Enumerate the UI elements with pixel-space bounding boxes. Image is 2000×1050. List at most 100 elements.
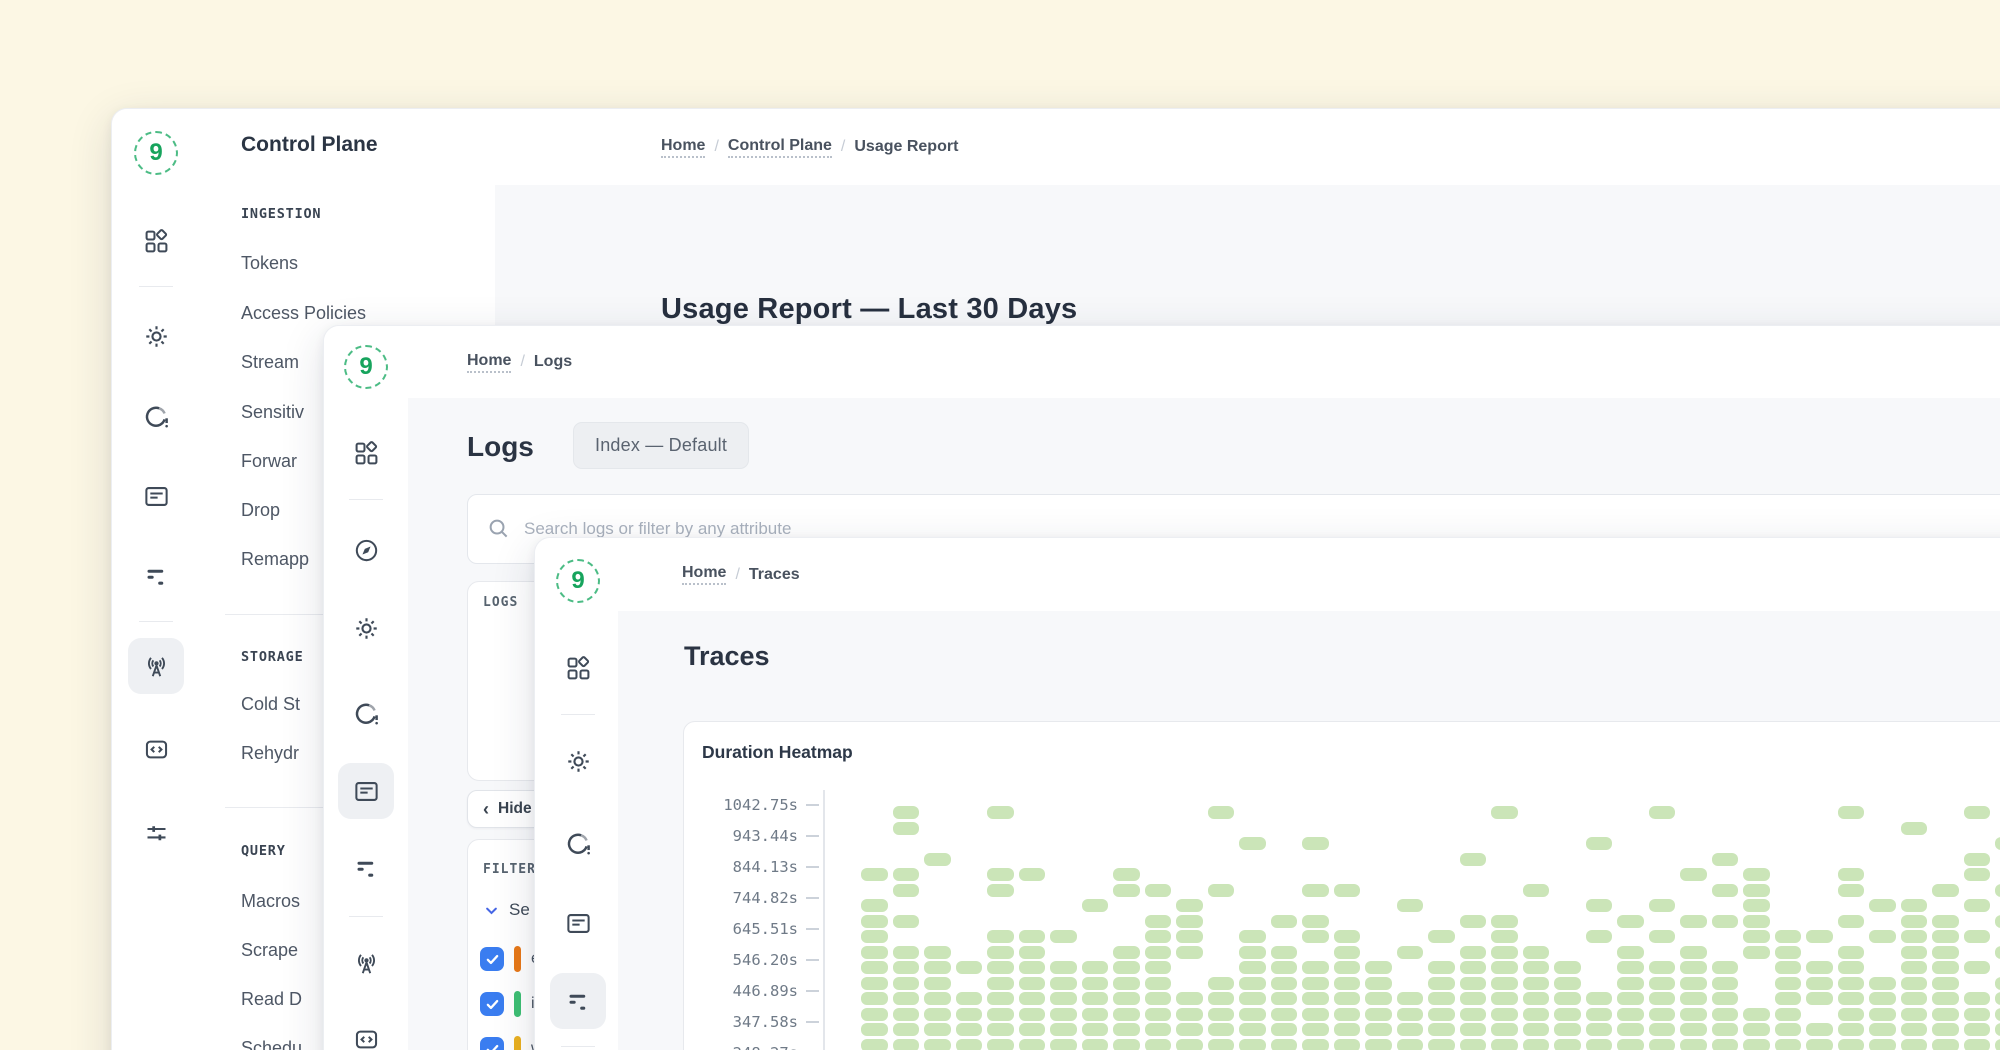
heatmap-cell <box>1774 1007 1801 1021</box>
heatmap-cell <box>1648 930 1675 943</box>
y-axis-tick-label: 546.20s <box>732 951 798 969</box>
nav-item[interactable]: Read D <box>241 989 303 1009</box>
nav-item[interactable]: Access Policies <box>241 303 367 323</box>
heatmap-cell <box>1837 976 1864 990</box>
heatmap-cell <box>1270 961 1297 974</box>
heatmap-cell <box>1869 992 1896 1005</box>
heatmap-cell <box>987 992 1014 1005</box>
y-axis-tick-label: 943.44s <box>732 827 798 845</box>
sidebar-item-antenna-icon[interactable] <box>338 935 394 991</box>
breadcrumb-item[interactable]: Home <box>682 564 727 585</box>
heatmap-cell <box>1270 1038 1297 1050</box>
y-axis-tick <box>806 897 819 899</box>
heatmap-cell <box>1491 914 1518 928</box>
sidebar-item-grid-icon[interactable] <box>338 425 394 481</box>
heatmap-cell <box>1963 852 1990 866</box>
heatmap-cell <box>1585 1038 1612 1050</box>
sidebar-item-pie-alert-icon[interactable] <box>338 685 394 741</box>
heatmap-cell <box>1522 1007 1549 1021</box>
heatmap-cell <box>1522 1023 1549 1036</box>
heatmap-cell <box>1554 992 1581 1005</box>
heatmap-cell <box>1617 976 1644 990</box>
nav-item[interactable]: Cold St <box>241 694 301 714</box>
heatmap-cell <box>1711 1007 1738 1021</box>
heatmap-cell <box>1081 1007 1108 1021</box>
heatmap-cell <box>1333 1038 1360 1050</box>
nav-item[interactable]: Scrape <box>241 940 299 960</box>
sidebar-item-gear-icon[interactable] <box>338 600 394 656</box>
heatmap-cell <box>1648 1023 1675 1036</box>
sidebar-item-grid-icon[interactable] <box>128 213 184 269</box>
heatmap-cell <box>1585 1007 1612 1021</box>
heatmap-cell <box>1113 992 1140 1005</box>
checkbox-checked[interactable] <box>480 1037 504 1050</box>
sidebar-item-waterfall-icon[interactable] <box>550 973 606 1029</box>
heatmap-cell <box>1680 868 1707 881</box>
heatmap-cell <box>1963 1038 1990 1050</box>
heatmap-cell <box>1743 883 1770 897</box>
heatmap-cell <box>1900 1023 1927 1036</box>
sidebar-item-sliders-icon[interactable] <box>128 805 184 861</box>
sidebar-item-article-icon[interactable] <box>128 468 184 524</box>
checkbox-checked[interactable] <box>480 947 504 971</box>
heatmap-cell <box>1428 976 1455 990</box>
sidebar-item-article-icon[interactable] <box>550 895 606 951</box>
heatmap-cell <box>1869 1007 1896 1021</box>
nav-item[interactable]: Tokens <box>241 253 299 273</box>
sidebar-item-pie-alert-icon[interactable] <box>550 815 606 871</box>
heatmap-cell <box>1302 1023 1329 1036</box>
nav-item[interactable]: Forwar <box>241 451 298 471</box>
sidebar-item-pie-alert-icon[interactable] <box>128 388 184 444</box>
heatmap-cell <box>1459 961 1486 974</box>
sidebar-item-article-icon[interactable] <box>338 763 394 819</box>
nav-item[interactable]: Remapp <box>241 549 310 569</box>
sidebar-item-gear-icon[interactable] <box>128 308 184 364</box>
filter-row-label: i <box>531 995 535 1012</box>
heatmap-cell <box>1963 806 1990 819</box>
heatmap-cell <box>1491 992 1518 1005</box>
nav-item[interactable]: Drop <box>241 500 281 520</box>
y-axis-line <box>823 790 825 1050</box>
nav-item[interactable]: Macros <box>241 891 301 911</box>
filter-group-row[interactable]: Se <box>484 900 530 920</box>
heatmap-cell <box>1617 1038 1644 1050</box>
heatmap-cell <box>1207 992 1234 1005</box>
heatmap-cell <box>1995 976 2000 990</box>
heatmap-cell <box>892 1007 919 1021</box>
nav-item[interactable]: Rehydr <box>241 743 300 763</box>
heatmap-cell <box>1176 930 1203 943</box>
sidebar-item-grid-icon[interactable] <box>550 640 606 696</box>
heatmap-cell <box>861 945 888 959</box>
heatmap-cell <box>1239 837 1266 850</box>
heatmap-cell <box>861 1007 888 1021</box>
heatmap-cell <box>1837 883 1864 897</box>
breadcrumb-item[interactable]: Control Plane <box>727 137 832 158</box>
heatmap-cell <box>1459 1023 1486 1036</box>
checkbox-checked[interactable] <box>480 992 504 1016</box>
breadcrumb-item[interactable]: Home <box>467 352 512 373</box>
sidebar-item-antenna-icon[interactable] <box>128 638 184 694</box>
nav-item[interactable]: Stream <box>241 352 300 372</box>
heatmap-cell <box>1113 976 1140 990</box>
nav-item[interactable]: Schedu <box>241 1038 303 1050</box>
nav-item[interactable]: Sensitiv <box>241 402 305 422</box>
y-axis-tick-label: 347.58s <box>732 1013 798 1031</box>
breadcrumb-separator: / <box>520 353 525 370</box>
sidebar-item-compass-icon[interactable] <box>338 522 394 578</box>
heatmap-cell <box>1333 930 1360 943</box>
heatmap-cell <box>1554 1038 1581 1050</box>
heatmap-cell <box>1333 961 1360 974</box>
heatmap-cell <box>1900 1007 1927 1021</box>
breadcrumb-item[interactable]: Home <box>661 137 706 158</box>
sidebar-item-code-icon[interactable] <box>128 721 184 777</box>
heatmap-cell <box>1428 961 1455 974</box>
heatmap-cell <box>1491 1038 1518 1050</box>
heatmap-cell <box>1113 945 1140 959</box>
heatmap-cell <box>1837 961 1864 974</box>
header: Home / Control Plane / Usage Report <box>495 109 2000 186</box>
heatmap-cell <box>1018 992 1045 1005</box>
sidebar-item-gear-icon[interactable] <box>550 733 606 789</box>
sidebar-item-code-icon[interactable] <box>338 1011 394 1050</box>
sidebar-item-waterfall-icon[interactable] <box>128 548 184 604</box>
sidebar-item-waterfall-icon[interactable] <box>338 840 394 896</box>
